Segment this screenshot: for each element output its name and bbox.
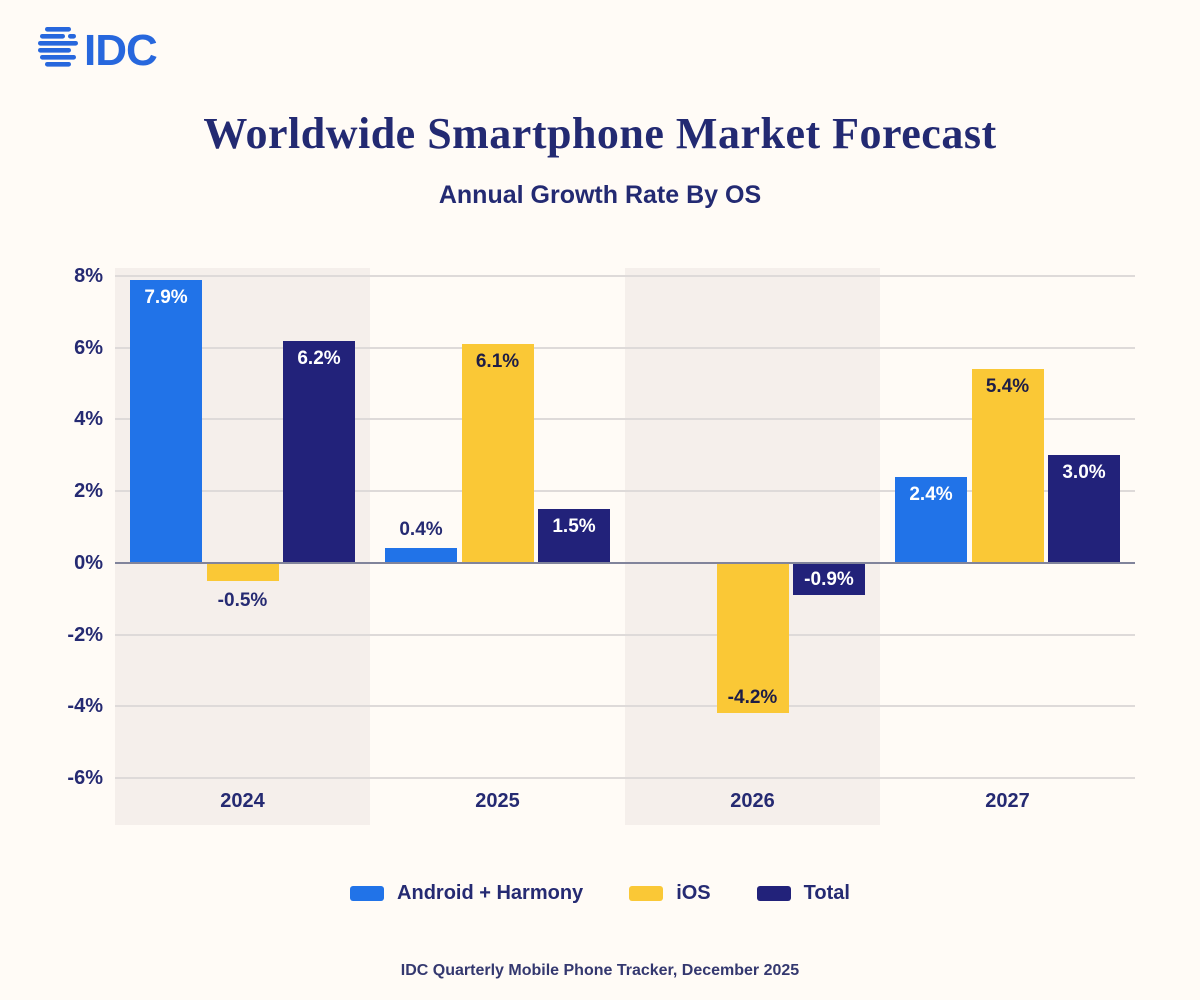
bar-value-label: 2.4% bbox=[909, 483, 953, 505]
legend-swatch-icon bbox=[629, 886, 664, 901]
bar-value-label: -4.2% bbox=[727, 687, 778, 709]
bar-value-label: 0.4% bbox=[399, 519, 443, 541]
legend-label: iOS bbox=[676, 882, 711, 904]
bar-2025-total: 1.5% bbox=[538, 509, 610, 563]
gridline-8% bbox=[115, 275, 1135, 277]
y-axis-tick-label: 8% bbox=[74, 265, 103, 287]
legend-item-total: Total bbox=[756, 882, 850, 905]
legend-swatch-icon bbox=[756, 886, 791, 901]
bar-value-label: 5.4% bbox=[985, 376, 1030, 398]
bar-2024-ios: -0.5% bbox=[206, 562, 279, 611]
bar-2027-android-harmony: 2.4% bbox=[895, 476, 967, 563]
y-axis-tick-label: 2% bbox=[74, 480, 103, 503]
y-axis-tick-label: 4% bbox=[74, 408, 103, 431]
bar-value-label: -0.9% bbox=[804, 569, 854, 591]
bar-2027-ios: 5.4% bbox=[971, 369, 1044, 563]
y-axis-tick-label: -6% bbox=[67, 766, 103, 789]
bar-2025-android-harmony: 0.4% bbox=[385, 519, 457, 563]
zero-axis-line bbox=[115, 561, 1135, 564]
gridline-4% bbox=[115, 418, 1135, 421]
bar-2026-total: -0.9% bbox=[793, 562, 865, 596]
legend-label: Total bbox=[803, 882, 850, 904]
bar-value-label: 7.9% bbox=[144, 286, 188, 308]
category-band-2026 bbox=[625, 268, 880, 825]
bar-value-label: 6.1% bbox=[475, 351, 520, 373]
legend-label: Android + Harmony bbox=[397, 882, 584, 904]
chart-legend: Android + Harmony iOS Total bbox=[0, 882, 1200, 905]
bar-value-label: -0.5% bbox=[217, 589, 268, 611]
page-title: Worldwide Smartphone Market Forecast bbox=[203, 109, 997, 158]
gridline--2% bbox=[115, 633, 1135, 636]
y-axis-tick-label: -2% bbox=[67, 623, 103, 646]
y-axis-tick-label: -4% bbox=[67, 695, 103, 718]
y-axis-tick-label: 0% bbox=[74, 551, 103, 574]
idc-logo: IDC bbox=[38, 24, 170, 77]
x-axis-label-2025: 2025 bbox=[475, 790, 520, 812]
bar-2024-android-harmony: 7.9% bbox=[130, 279, 202, 563]
bar-2027-total: 3.0% bbox=[1048, 455, 1120, 563]
legend-swatch-icon bbox=[350, 886, 385, 901]
gridline-6% bbox=[115, 346, 1135, 349]
y-axis-tick-label: 6% bbox=[74, 336, 103, 359]
bar-value-label: 3.0% bbox=[1062, 462, 1106, 484]
bar-chart-plot-area: 8% 6% 4% 2% 0% -2% -4% -6% 7.9% 0.4% 2.4% -0.5% 6.1%… bbox=[67, 265, 1135, 825]
gridline--6% bbox=[115, 776, 1135, 779]
x-axis-label-2026: 2026 bbox=[730, 790, 775, 812]
bar-2025-ios: 6.1% bbox=[461, 344, 534, 563]
gridline--4% bbox=[115, 705, 1135, 708]
source-note: IDC Quarterly Mobile Phone Tracker, Dece… bbox=[400, 962, 800, 979]
bar-value-label: 6.2% bbox=[297, 347, 341, 369]
gridline-2% bbox=[115, 490, 1135, 493]
idc-logo-text: IDC bbox=[84, 26, 157, 72]
page-subtitle: Annual Growth Rate By OS bbox=[438, 181, 762, 209]
bar-2024-total: 6.2% bbox=[283, 340, 355, 563]
x-axis-label-2027: 2027 bbox=[985, 790, 1030, 812]
bar-value-label: 1.5% bbox=[552, 516, 596, 538]
legend-item-android-harmony: Android + Harmony bbox=[350, 882, 583, 905]
idc-striped-globe-icon: IDC bbox=[38, 26, 158, 75]
x-axis-label-2024: 2024 bbox=[220, 790, 265, 812]
bar-2026-ios: -4.2% bbox=[716, 562, 789, 714]
legend-item-ios: iOS bbox=[629, 882, 711, 905]
